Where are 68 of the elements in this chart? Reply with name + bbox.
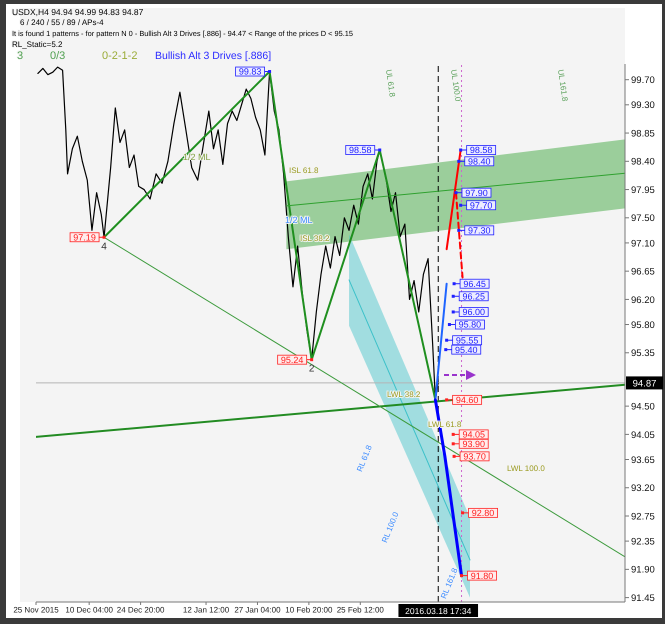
annotation: RL 61.8 xyxy=(355,444,374,473)
annotation: LWL 100.0 xyxy=(507,464,545,473)
annotation: 96.45 xyxy=(463,278,486,289)
chart-title: USDX,H4 94.94 94.99 94.83 94.87 xyxy=(12,7,144,17)
annotation: 96.00 xyxy=(462,307,485,318)
annotation: 99.83 xyxy=(238,66,262,77)
annotation: 4 xyxy=(101,241,108,252)
ref-line-label: 94.87 xyxy=(632,378,656,390)
annotation: 98.58 xyxy=(348,145,372,156)
y-tick-label: 97.50 xyxy=(631,213,655,224)
x-tick-label: 12 Jan 12:00 xyxy=(182,606,230,615)
y-tick-label: 96.65 xyxy=(631,266,655,278)
y-tick-label: 91.45 xyxy=(631,592,655,604)
y-tick-label: 98.85 xyxy=(631,128,655,140)
annotation: 94.05 xyxy=(462,430,485,440)
y-tick-label: 92.75 xyxy=(631,511,655,522)
text: Bullish Alt 3 Drives [.886] xyxy=(155,50,272,62)
annotation: 97.19 xyxy=(73,232,96,242)
annotation: RL 161.8 xyxy=(439,566,460,600)
annotation: 92.80 xyxy=(472,508,494,518)
y-tick-label: 94.50 xyxy=(631,402,655,413)
annotation: ISL 38.2 xyxy=(300,234,330,243)
x-tick-label: 27 Jan 04:00 xyxy=(234,606,282,615)
y-tick-label: 92.35 xyxy=(631,536,655,548)
annotation: 95.24 xyxy=(280,354,304,365)
annotation: 98.58 xyxy=(470,145,492,156)
y-tick-label: 93.20 xyxy=(631,483,655,494)
y-tick-label: 94.05 xyxy=(631,430,655,441)
annotation: 98.40 xyxy=(468,156,491,167)
text: 0/3 xyxy=(50,50,66,62)
y-tick-label: 96.20 xyxy=(631,294,655,306)
text: 3 xyxy=(17,50,24,62)
y-tick-label: 91.90 xyxy=(631,564,655,576)
annotation: 97.90 xyxy=(465,188,488,198)
annotation: UL 61.8 xyxy=(384,68,397,98)
annotation: RL 100.0 xyxy=(380,510,400,544)
y-tick-label: 95.80 xyxy=(631,320,655,331)
annotation: LWL 38.2 xyxy=(387,390,420,399)
text: 0-2-1-2 xyxy=(102,50,138,62)
annotation: 93.70 xyxy=(463,452,486,462)
x-tick-label: 25 Nov 2015 xyxy=(13,606,60,615)
annotation: 97.30 xyxy=(468,226,491,236)
annotation: UL 161.8 xyxy=(556,68,570,102)
annotation: 94.60 xyxy=(456,395,478,406)
annotation: 95.55 xyxy=(456,335,478,346)
x-tick-label: 10 Dec 04:00 xyxy=(65,606,114,615)
annotation: 95.80 xyxy=(458,320,482,330)
annotation: 96.25 xyxy=(462,291,485,302)
annotation: 97.70 xyxy=(470,200,492,210)
annotation: 91.80 xyxy=(470,570,494,581)
x-tick-label: 24 Dec 20:00 xyxy=(116,606,165,615)
chart-subtitle: 6 / 240 / 55 / 89 / APs-4 xyxy=(20,18,104,27)
y-tick-label: 97.95 xyxy=(631,184,655,196)
annotation: 93.90 xyxy=(462,439,485,449)
text: RL_Static=5.2 xyxy=(12,40,62,49)
x-tick-label: 10 Feb 20:00 xyxy=(285,606,333,615)
x-tick-label: 25 Feb 12:00 xyxy=(336,606,384,615)
annotation: 95.40 xyxy=(454,344,478,355)
annotation: UL 100.0 xyxy=(449,68,462,102)
y-tick-label: 99.30 xyxy=(631,100,655,112)
annotation: ISL 61.8 xyxy=(289,166,319,175)
y-tick-label: 98.40 xyxy=(631,156,655,168)
y-tick-label: 95.35 xyxy=(631,348,655,360)
ref-line-label: 2016.03.18 17:34 xyxy=(405,606,472,616)
annotation: 2 xyxy=(308,364,315,375)
y-tick-label: 97.10 xyxy=(631,238,655,250)
y-tick-label: 93.65 xyxy=(631,454,655,466)
y-tick-label: 99.70 xyxy=(631,75,655,86)
